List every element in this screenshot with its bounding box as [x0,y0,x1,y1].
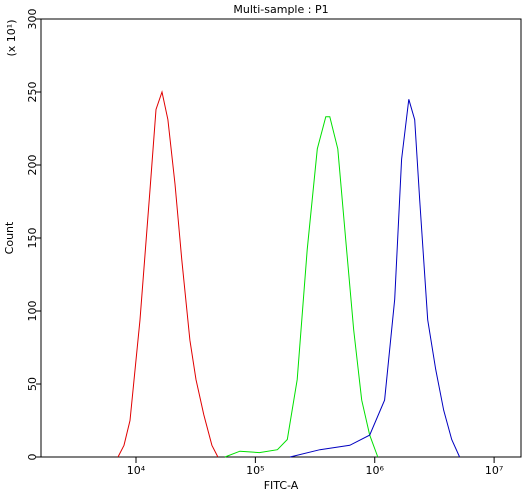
histogram-line [224,116,379,458]
plot-frame [40,18,522,458]
y-tick-label: 200 [26,155,39,176]
y-tick-label: 250 [26,82,39,103]
y-tick-label: 50 [26,377,39,391]
x-tick-label: 10⁴ [127,464,146,477]
histogram-line [117,90,219,458]
y-tick-label: 300 [26,9,39,30]
y-tick-label: 100 [26,301,39,322]
x-tick-label: 10⁵ [246,464,264,477]
y-tick-label: 150 [26,228,39,249]
histogram-line [289,99,461,458]
y-tick-label: 0 [26,454,39,461]
x-axis-label: FITC-A [264,479,299,492]
x-tick-label: 10⁶ [366,464,385,477]
chart-title: Multi-sample : P1 [233,3,328,16]
y-axis-label: Count [3,221,16,254]
x-tick-label: 10⁷ [485,464,503,477]
y-multiplier: (x 10¹) [5,20,18,57]
